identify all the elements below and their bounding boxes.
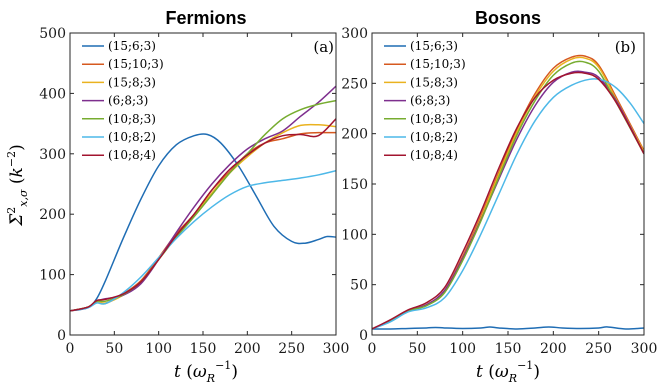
bosons-x-tick-label: 150 <box>495 341 522 357</box>
bosons-x-tick-label: 200 <box>540 341 567 357</box>
fermions-plot-area: 0 50 100 150 200 250 300 0 100 200 300 400 500 <box>39 26 349 357</box>
fermions-legend-label: (15;8;3) <box>108 75 156 89</box>
fermions-panel: Fermions 0 50 100 150 200 250 300 0 100 200 300 400… <box>5 8 349 385</box>
fermions-x-tick-label: 150 <box>190 341 217 357</box>
fermions-series-line <box>70 169 336 312</box>
bosons-legend-label: (10;8;4) <box>410 148 458 162</box>
fermions-legend: (15;6;3) (15;10;3) (15;8;3) (6;8;3) (10;8;3)… <box>82 39 164 162</box>
fermions-x-tick-label: 0 <box>66 341 75 357</box>
fermions-y-tick-label: 300 <box>39 147 66 163</box>
bosons-title: Bosons <box>475 8 541 28</box>
bosons-legend-label: (10;8;2) <box>410 130 458 144</box>
bosons-series-line <box>372 326 644 330</box>
fermions-series-line <box>70 133 336 312</box>
fermions-x-tick-label: 100 <box>145 341 172 357</box>
bosons-y-tick-label: 100 <box>341 227 368 243</box>
fermions-legend-label: (10;8;4) <box>108 148 156 162</box>
bosons-legend-label: (15;8;3) <box>410 75 458 89</box>
fermions-x-tick-label: 50 <box>105 341 123 357</box>
bosons-y-tick-label: 300 <box>341 26 368 42</box>
bosons-y-tick-label: 200 <box>341 127 368 143</box>
fermions-legend-label: (15;6;3) <box>108 39 156 53</box>
bosons-series-line <box>372 60 644 330</box>
bosons-panel: Bosons 0 50 100 150 200 250 300 0 50 100 150 200 250… <box>341 8 657 385</box>
bosons-legend-label: (15;10;3) <box>410 57 466 71</box>
fermions-x-axis-label: t (ωR−1) <box>174 359 238 385</box>
bosons-legend: (15;6;3) (15;10;3) (15;8;3) (6;8;3) (10;8;3)… <box>384 39 466 162</box>
bosons-y-tick-label: 150 <box>341 177 368 193</box>
fermions-legend-label: (10;8;3) <box>108 112 156 126</box>
fermions-series-lines <box>70 85 336 312</box>
fermions-series-line <box>70 118 336 312</box>
fermions-panel-label: (a) <box>313 38 334 56</box>
bosons-y-tick-label: 50 <box>350 278 368 294</box>
fermions-legend-label: (10;8;2) <box>108 130 156 144</box>
bosons-legend-label: (15;6;3) <box>410 39 458 53</box>
bosons-legend-label: (10;8;3) <box>410 112 458 126</box>
fermions-legend-label: (15;10;3) <box>108 57 164 71</box>
bosons-legend-label: (6;8;3) <box>410 94 450 108</box>
bosons-y-tick-label: 0 <box>359 328 368 344</box>
bosons-series-lines <box>372 54 644 330</box>
fermions-y-tick-label: 500 <box>39 26 66 42</box>
bosons-panel-label: (b) <box>615 38 636 56</box>
bosons-x-tick-label: 50 <box>408 341 426 357</box>
fermions-y-axis-label: Σ̄2x,σ (k−2) <box>5 144 30 226</box>
bosons-series-line <box>372 71 644 330</box>
bosons-series-line <box>372 78 644 330</box>
fermions-legend-label: (6;8;3) <box>108 94 148 108</box>
fermions-y-tick-label: 0 <box>57 328 66 344</box>
fermions-x-tick-label: 200 <box>234 341 261 357</box>
fermions-x-tick-label: 250 <box>278 341 305 357</box>
fermions-x-tick-label: 300 <box>323 341 350 357</box>
bosons-y-tick-label: 250 <box>341 76 368 92</box>
bosons-x-tick-label: 100 <box>449 341 476 357</box>
bosons-x-tick-label: 250 <box>585 341 612 357</box>
fermions-series-line <box>70 99 336 312</box>
fermions-y-tick-label: 100 <box>39 268 66 284</box>
bosons-series-line <box>372 70 644 330</box>
bosons-x-tick-label: 0 <box>368 341 377 357</box>
bosons-plot-area: 0 50 100 150 200 250 300 0 50 100 150 200 250 300 <box>341 26 657 357</box>
bosons-x-tick-label: 300 <box>631 341 658 357</box>
fermions-title: Fermions <box>165 8 246 28</box>
fermions-y-tick-label: 400 <box>39 86 66 102</box>
bosons-x-axis-label: t (ωR−1) <box>476 359 540 385</box>
fermions-y-tick-label: 200 <box>39 207 66 223</box>
